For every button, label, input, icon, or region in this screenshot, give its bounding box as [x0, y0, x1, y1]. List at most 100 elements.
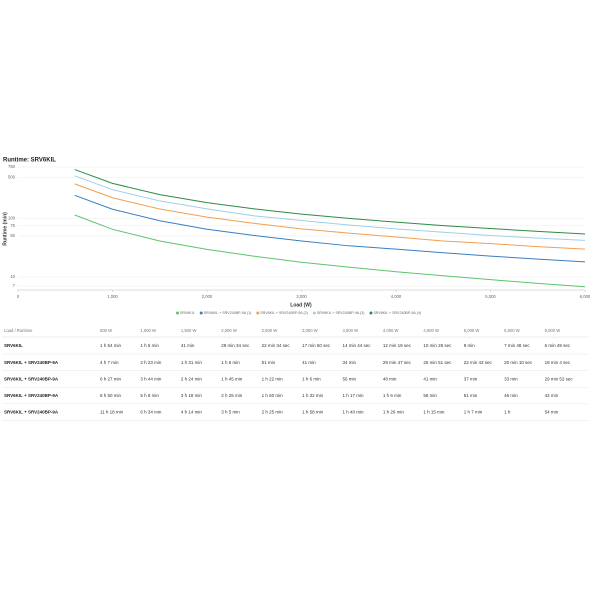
y-tick-label: 50 [10, 233, 15, 238]
table-cell: 9 min [464, 343, 476, 348]
series-line [74, 183, 586, 250]
legend-marker [312, 311, 316, 315]
table-cell: 17 min 50 sec [302, 343, 331, 348]
table-cell: 29 min 47 sec [383, 360, 412, 365]
table-header: 4,500 W [423, 328, 439, 333]
table-cell: 41 min [423, 376, 437, 381]
table-cell: 1 h 50 min [262, 393, 284, 398]
table-cell: 54 min [545, 410, 559, 415]
x-tick-label: 0 [17, 294, 20, 299]
table-cell: 1 h 32 min [302, 393, 324, 398]
table-cell: 51 min [262, 360, 276, 365]
table-cell: 6 h 34 min [140, 410, 162, 415]
table-cell: 6 h 27 min [100, 376, 122, 381]
table-cell: 1 h 45 min [221, 376, 243, 381]
table-cell: 1 h 5 min [140, 343, 159, 348]
table-cell: 20 min 10 sec [504, 360, 533, 365]
legend-item[interactable]: SRV6KIL [175, 311, 195, 315]
table-cell: 1 h 54 min [100, 343, 122, 348]
legend-label: SRV6KIL [180, 311, 195, 315]
table-cell: 41 min [181, 343, 195, 348]
table-cell: 42 min [545, 393, 559, 398]
table-cell: 1 h 6 min [383, 393, 402, 398]
table-cell: 2 h 24 min [181, 376, 203, 381]
y-tick-label: 750 [8, 164, 16, 169]
x-tick-label: 6,000 [580, 294, 590, 299]
legend-label: SRV6KIL + SRV240BP-9A (2) [260, 311, 308, 315]
table-cell: 1 h 17 min [343, 393, 365, 398]
table-cell: 56 min [343, 376, 357, 381]
table-header: Load / Runtime [4, 328, 33, 333]
legend-item[interactable]: SRV6KIL + SRV240BP-9A (3) [312, 311, 365, 315]
table-cell: 22 min 43 sec [464, 360, 493, 365]
table-header: 600 W [100, 328, 112, 333]
table-cell: 46 min [504, 393, 518, 398]
table-cell: 1 h 22 min [262, 376, 284, 381]
table-cell: 1 h 58 min [302, 410, 324, 415]
row-label: SRV6KIL + SRV240BP-9A [4, 410, 59, 415]
table-cell: 22 min 34 sec [262, 343, 291, 348]
table-cell: 3 h 44 min [140, 376, 162, 381]
y-tick-label: 100 [8, 215, 16, 220]
table-cell: 4 h 14 min [181, 410, 203, 415]
y-tick-label: 10 [10, 274, 15, 279]
legend-marker [199, 311, 203, 315]
legend-item[interactable]: SRV6KIL + SRV240BP-9A (1) [199, 311, 252, 315]
table-header: 3,000 W [302, 328, 318, 333]
table-cell: 3 h 18 min [181, 393, 203, 398]
table-header: 1,000 W [140, 328, 156, 333]
table-header: 2,500 W [262, 328, 278, 333]
table-cell: 12 min 19 sec [383, 343, 412, 348]
table-cell: 51 min [464, 393, 478, 398]
legend-item[interactable]: SRV6KIL + SRV240BP-9A (2) [256, 311, 308, 315]
table-cell: 5 h 8 min [140, 393, 159, 398]
table-cell: 3 h 5 min [221, 410, 240, 415]
legend-marker [256, 311, 260, 315]
chart-title: Runtime: SRV6KIL [3, 158, 56, 164]
table-cell: 14 min 44 sec [343, 343, 372, 348]
legend-item[interactable]: SRV6KIL + SRV240BP-9A (4) [369, 311, 421, 315]
table-cell: 29 min 52 sec [545, 376, 574, 381]
table-header: 4,000 W [383, 328, 399, 333]
table-cell: 1 h 31 min [181, 360, 203, 365]
legend-marker [369, 311, 373, 315]
row-label: SRV6KIL + SRV240BP-9A [4, 393, 59, 398]
table-cell: 18 min 4 sec [545, 360, 571, 365]
table-cell: 41 min [302, 360, 316, 365]
y-axis-label: Runtime (min) [2, 212, 8, 246]
legend-marker [175, 311, 179, 315]
series-line [74, 169, 586, 235]
x-tick-label: 5,000 [485, 294, 496, 299]
table-header: 5,000 W [464, 328, 480, 333]
table-cell: 1 h 6 min [302, 376, 321, 381]
table-header: 5,500 W [504, 328, 520, 333]
legend-label: SRV6KIL + SRV240BP-9A (4) [373, 311, 421, 315]
table-cell: 2 h 23 min [140, 360, 162, 365]
table-cell: 4 h 7 min [100, 360, 119, 365]
table-cell: 29 min 34 sec [221, 343, 250, 348]
x-tick-label: 1,000 [107, 294, 118, 299]
x-tick-label: 2,000 [202, 294, 213, 299]
table-cell: 2 h 25 min [262, 410, 284, 415]
x-axis-label: Load (W) [290, 302, 312, 308]
row-label: SRV6KIL + SRV240BP-9A [4, 376, 59, 381]
table-cell: 1 h [504, 410, 511, 415]
table-cell: 33 min [504, 376, 518, 381]
table-cell: 37 min [464, 376, 478, 381]
table-header: 6,000 W [545, 328, 561, 333]
legend-label: SRV6KIL + SRV240BP-9A (3) [317, 311, 365, 315]
table-cell: 1 h 7 min [464, 410, 483, 415]
legend-label: SRV6KIL + SRV240BP-9A (1) [204, 311, 252, 315]
table-cell: 7 min 48 sec [504, 343, 530, 348]
table-cell: 6 min 49 sec [545, 343, 571, 348]
row-label: SRV6KIL + SRV240BP-9A [4, 360, 59, 365]
table-cell: 2 h 25 min [221, 393, 243, 398]
table-cell: 1 h 15 min [423, 410, 445, 415]
x-tick-label: 3,000 [296, 294, 307, 299]
table-cell: 1 h 40 min [343, 410, 365, 415]
x-tick-label: 4,000 [391, 294, 402, 299]
table-cell: 25 min 51 sec [423, 360, 452, 365]
table-cell: 1 h 5 min [221, 360, 240, 365]
series-line [74, 175, 586, 241]
